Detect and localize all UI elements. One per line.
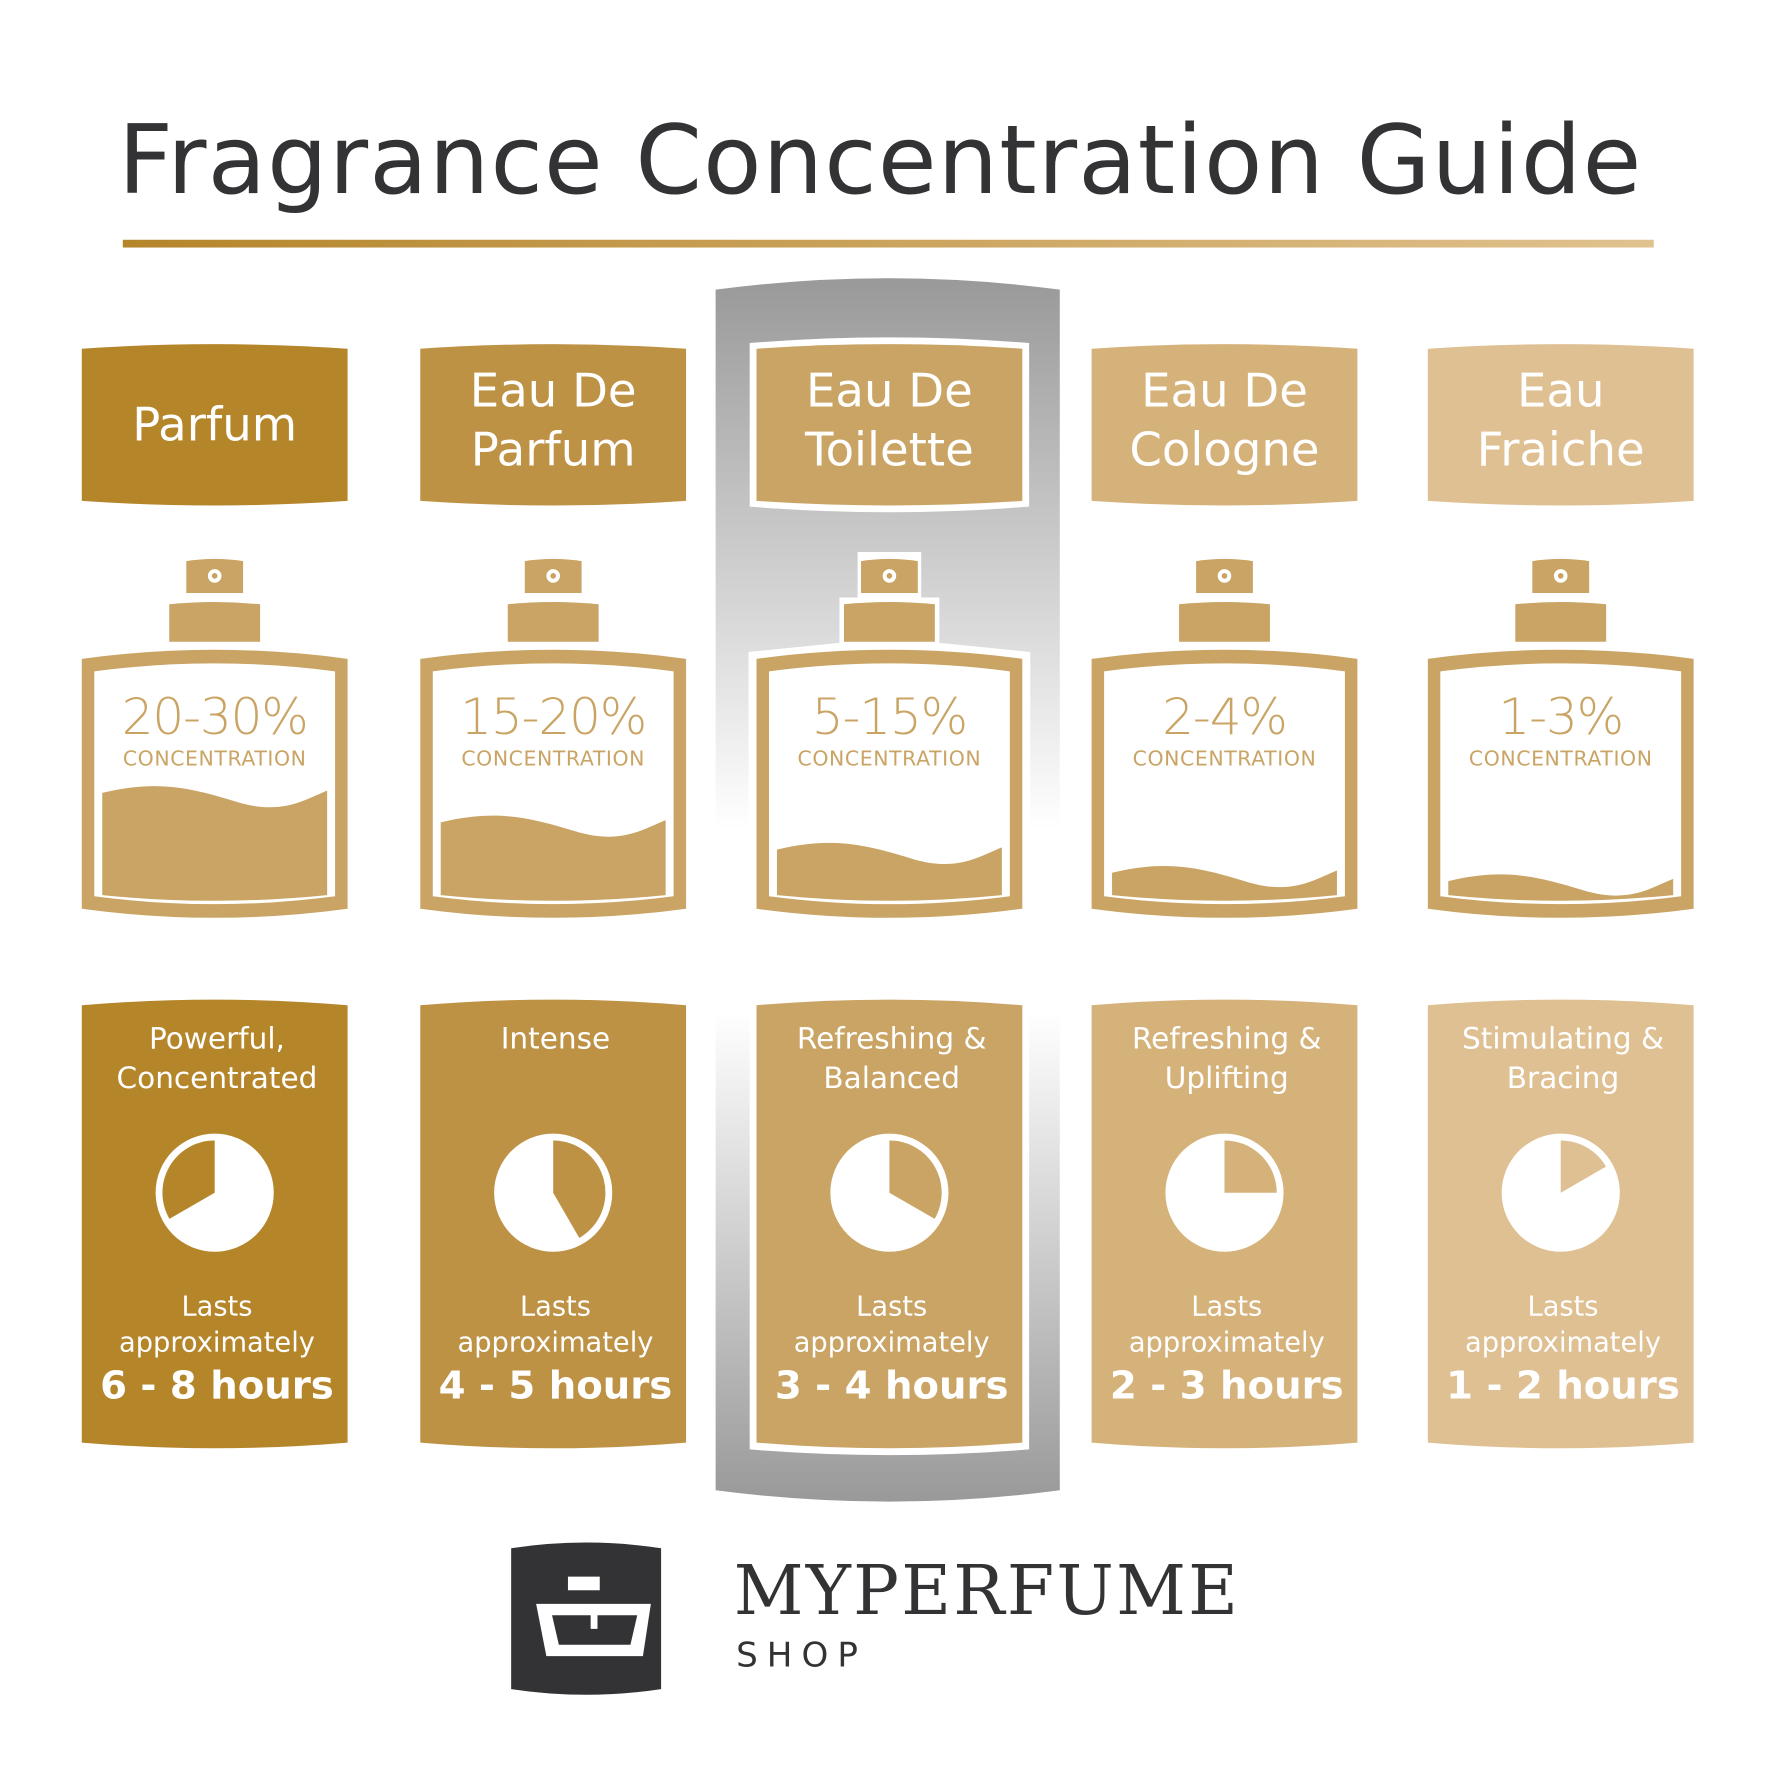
lasts-text: approximately: [457, 1326, 654, 1359]
concentration-percent: 1-3%: [1498, 688, 1624, 747]
description-text: Concentrated: [116, 1062, 318, 1097]
concentration-caption: CONCENTRATION: [461, 747, 646, 772]
description-text: Uplifting: [1164, 1062, 1289, 1097]
description-text: Refreshing &: [1131, 1022, 1322, 1057]
label-badge: [1427, 344, 1694, 506]
column-2: [748, 337, 1031, 1456]
concentration-caption: CONCENTRATION: [122, 747, 307, 772]
bottle-liquid: [102, 786, 328, 901]
concentration-caption: CONCENTRATION: [1132, 747, 1317, 772]
bottle-liquid: [440, 815, 666, 901]
concentration-caption: CONCENTRATION: [1468, 747, 1653, 772]
lasts-text: approximately: [793, 1326, 990, 1359]
bottle-neck: [507, 602, 599, 642]
logo-badge: [511, 1542, 662, 1695]
logo-bottle-icon: [536, 1603, 651, 1657]
nozzle-dot: [550, 573, 557, 579]
description-text: Stimulating &: [1461, 1022, 1664, 1057]
clock-wedge: [1560, 1140, 1606, 1193]
duration-text: 4 - 5 hours: [438, 1363, 673, 1409]
bottle-neck: [1179, 602, 1270, 642]
label-text: Parfum: [470, 422, 636, 478]
label-badge: [756, 344, 1023, 506]
page-title: Fragrance Concentration Guide: [118, 104, 1643, 216]
lasts-text: Lasts: [1191, 1290, 1263, 1323]
description-text: Bracing: [1506, 1062, 1620, 1097]
label-text: Toilette: [805, 422, 974, 478]
lasts-text: approximately: [1465, 1326, 1661, 1359]
logo-stopper: [567, 1576, 600, 1591]
bottle-inner: [1440, 663, 1682, 905]
brand-sub: SHOP: [736, 1635, 868, 1676]
duration-text: 6 - 8 hours: [100, 1363, 334, 1409]
brand-name: MYPERFUME: [733, 1551, 1241, 1632]
concentration-percent: 20-30%: [121, 688, 309, 747]
label-text: Eau De: [806, 363, 973, 419]
clock-wedge: [1224, 1140, 1277, 1193]
lasts-text: Lasts: [856, 1290, 928, 1323]
label-text: Eau: [1516, 363, 1605, 419]
description-text: Balanced: [823, 1062, 960, 1097]
concentration-percent: 15-20%: [460, 688, 647, 747]
label-badge: [1091, 344, 1358, 506]
lasts-text: Lasts: [181, 1290, 253, 1323]
description-text: Refreshing &: [796, 1022, 987, 1057]
label-badge: [81, 344, 348, 506]
lasts-text: Lasts: [1527, 1290, 1599, 1323]
concentration-percent: 2-4%: [1162, 688, 1288, 747]
bottle-neck: [843, 602, 935, 642]
label-text: Eau De: [469, 363, 637, 419]
duration-text: 1 - 2 hours: [1446, 1363, 1680, 1409]
description-text: Powerful,: [148, 1022, 285, 1057]
column-3: [1091, 344, 1358, 1449]
lasts-text: approximately: [1128, 1326, 1325, 1359]
label-text: Cologne: [1129, 422, 1320, 478]
concentration-caption: CONCENTRATION: [797, 747, 982, 772]
bottle-liquid: [1112, 866, 1337, 901]
concentration-percent: 5-15%: [811, 688, 968, 747]
description-text: Intense: [500, 1022, 611, 1057]
duration-text: 2 - 3 hours: [1109, 1363, 1344, 1409]
clock-wedge: [553, 1140, 606, 1238]
lasts-text: approximately: [119, 1326, 315, 1359]
clock-wedge: [162, 1140, 215, 1219]
bottle-liquid: [1448, 874, 1674, 901]
column-0: [81, 344, 348, 1449]
label-text: Parfum: [132, 397, 298, 453]
nozzle-dot: [211, 573, 218, 579]
label-text: Eau De: [1141, 363, 1308, 419]
clock-wedge: [889, 1140, 942, 1219]
label-text: Fraiche: [1476, 422, 1645, 478]
duration-text: 3 - 4 hours: [774, 1363, 1009, 1409]
bottle-inner: [1104, 663, 1345, 905]
title-underline: [122, 239, 1654, 248]
label-badge: [420, 344, 687, 506]
lasts-text: Lasts: [519, 1290, 591, 1323]
nozzle-dot: [1221, 573, 1228, 579]
bottle-liquid: [776, 842, 1002, 901]
column-1: [420, 344, 687, 1449]
column-4: [1427, 344, 1694, 1449]
nozzle-dot: [1557, 573, 1564, 579]
bottle-neck: [1515, 602, 1607, 642]
nozzle-dot: [886, 573, 893, 579]
bottle-neck: [169, 602, 261, 642]
